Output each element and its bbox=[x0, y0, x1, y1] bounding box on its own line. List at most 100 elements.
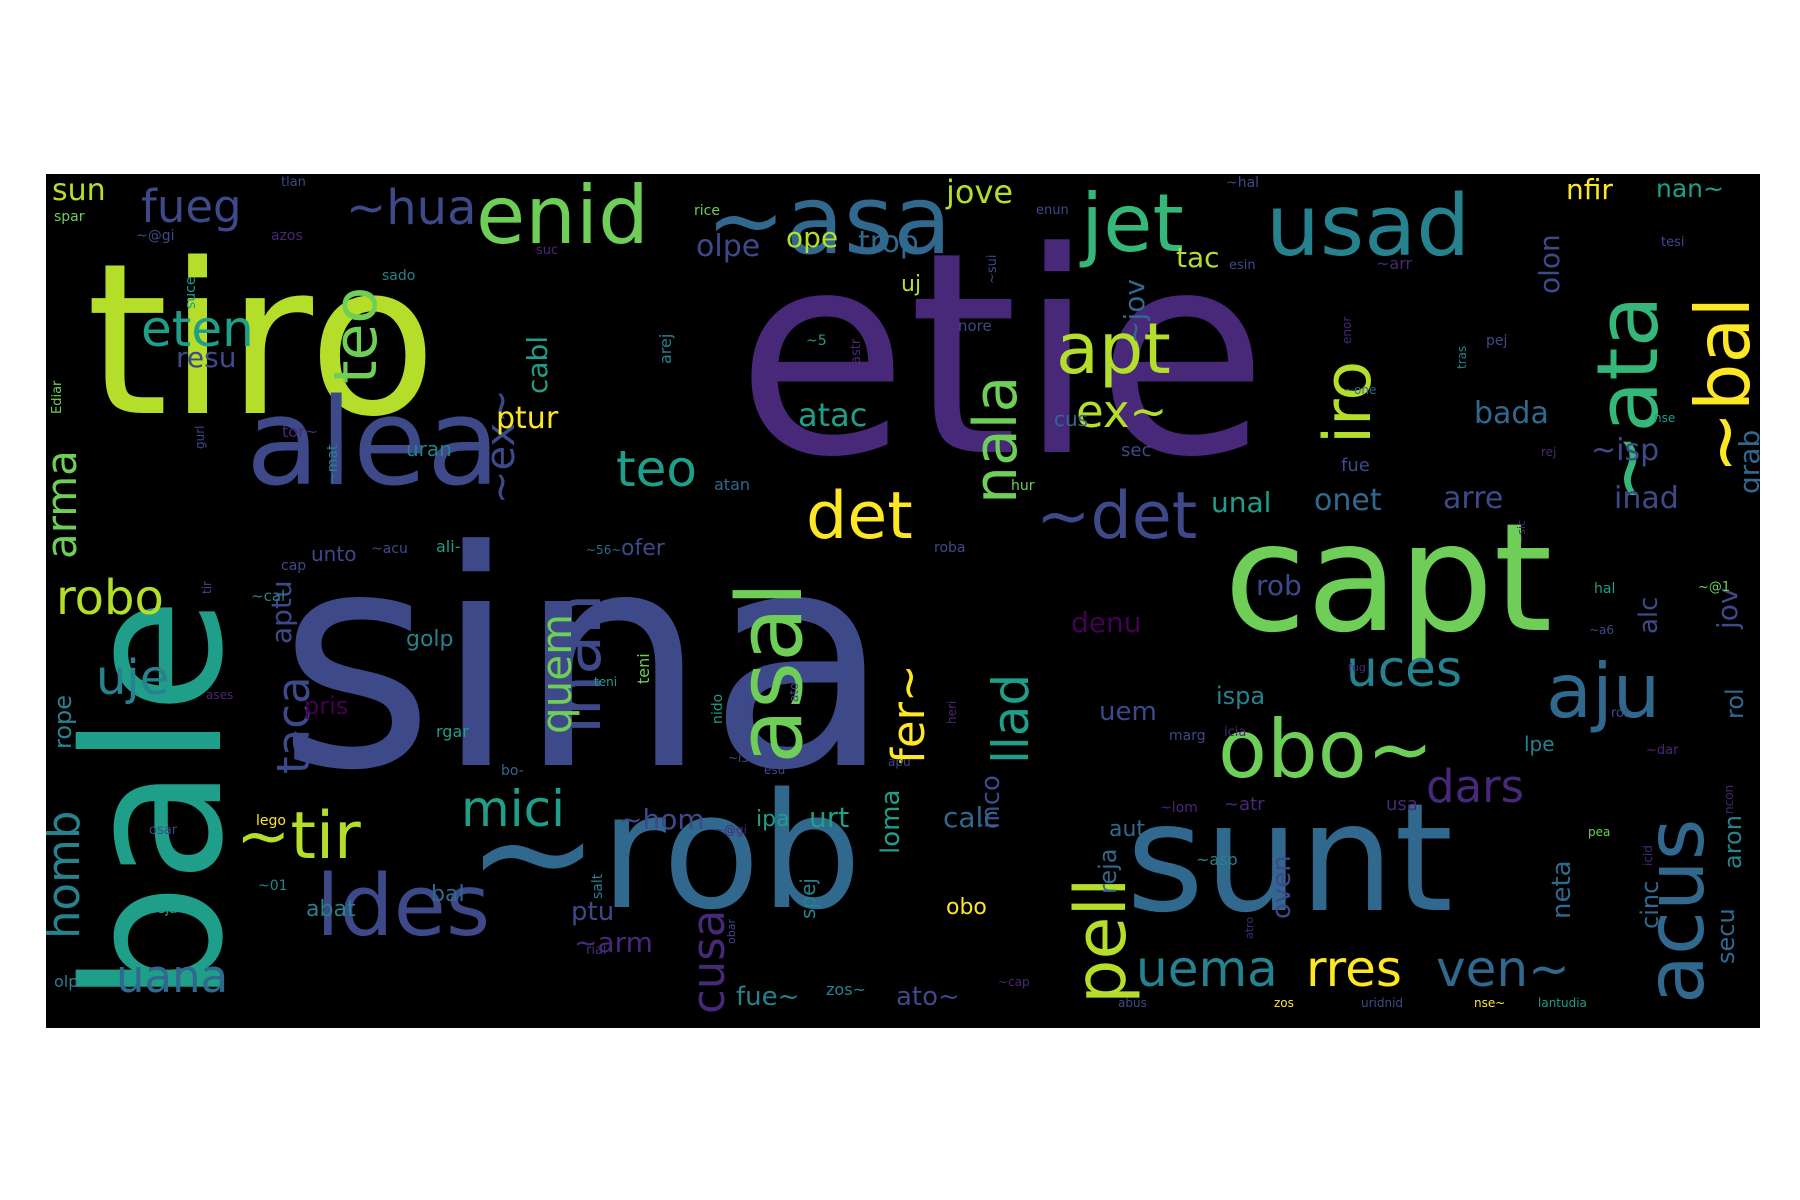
word-teni: teni bbox=[634, 653, 653, 684]
word-bal2: bal bbox=[431, 882, 465, 907]
word-nido: nido bbox=[710, 693, 726, 724]
word-asp: ~asp bbox=[1196, 850, 1238, 869]
word-arma: arma bbox=[46, 450, 86, 559]
word-azos: azos bbox=[271, 228, 303, 244]
word-sunt: sunt bbox=[1126, 772, 1454, 946]
word-osar: osar bbox=[149, 823, 178, 838]
word-golp: golp bbox=[406, 627, 454, 652]
word-salt: salt bbox=[590, 873, 606, 899]
word-rgar: rgar bbox=[436, 722, 469, 741]
word-abus: abus bbox=[1118, 996, 1147, 1010]
word-nse2: nse bbox=[1654, 411, 1676, 425]
word-obo2: obo bbox=[946, 895, 987, 920]
word-urt: urt bbox=[809, 801, 850, 834]
word-reja: reja bbox=[1094, 848, 1122, 894]
word-tesi: tesi bbox=[1661, 235, 1685, 250]
word-one: ~one bbox=[1344, 383, 1377, 397]
word-uj: uj bbox=[901, 272, 922, 297]
word-sina: sina bbox=[278, 487, 892, 836]
word-inad: inad bbox=[1614, 481, 1679, 516]
word-uran: uran bbox=[406, 437, 452, 461]
word-ptu: ptu bbox=[571, 897, 615, 927]
word-resu: resu bbox=[176, 341, 237, 374]
word-uridnid: uridnid bbox=[1361, 996, 1404, 1010]
word-jove: jove bbox=[946, 174, 1014, 211]
word-iro: iro bbox=[1311, 360, 1386, 444]
word-gi3: ~@1 bbox=[1698, 580, 1731, 595]
word-ope: ope bbox=[786, 221, 839, 254]
word-gi2: ~@gi bbox=[714, 823, 748, 837]
word-acu: ~acu bbox=[371, 541, 408, 557]
word-grab: grab bbox=[1733, 429, 1760, 494]
word-rol: rol bbox=[1721, 688, 1749, 719]
word-atro: atro bbox=[1243, 916, 1256, 939]
word-spar: spar bbox=[54, 209, 85, 225]
word-lom: ~lom bbox=[1160, 800, 1198, 816]
word-eten: eten bbox=[141, 300, 254, 358]
word-unto: unto bbox=[311, 542, 357, 566]
word-dar: ~dar bbox=[1646, 743, 1679, 758]
word-calc: calc bbox=[943, 801, 999, 834]
word-tir: ~tir bbox=[236, 799, 361, 874]
word-gi: ~@gi bbox=[136, 228, 175, 244]
word-aju: aju bbox=[1546, 647, 1661, 735]
word-usad: usad bbox=[1266, 177, 1471, 276]
word-teo: teo bbox=[616, 440, 697, 498]
word-tiro: tiro bbox=[86, 218, 437, 463]
word-ispa: ispa bbox=[1216, 682, 1266, 710]
word-ali: ali- bbox=[436, 537, 461, 556]
word-mici: mici bbox=[461, 780, 565, 838]
word-suce: suce bbox=[183, 276, 199, 309]
word-tac: tac bbox=[1176, 241, 1220, 274]
word-uema: uema bbox=[1136, 940, 1278, 998]
word-fue2: fue~ bbox=[736, 982, 800, 1012]
word-hal: ~hal bbox=[1226, 175, 1260, 191]
word-spej: spej bbox=[796, 878, 820, 919]
word-apt: apt bbox=[1056, 308, 1171, 390]
word-ofer: ofer bbox=[621, 536, 665, 561]
word-o1: ~01 bbox=[258, 878, 288, 894]
word-obar: obar bbox=[725, 919, 738, 944]
word-unal: unal bbox=[1211, 486, 1272, 519]
word-dars: dars bbox=[1426, 760, 1525, 813]
word-ato2: ato bbox=[787, 682, 801, 702]
word-rope: rope bbox=[49, 694, 77, 749]
word-hua: ~hua bbox=[346, 180, 477, 236]
word-lpe: lpe bbox=[1524, 732, 1555, 756]
word-atr: ~atr bbox=[1224, 794, 1265, 815]
word-tir2: tir bbox=[200, 581, 214, 594]
word-secu: secu bbox=[1712, 908, 1740, 964]
word-gurl: gurl bbox=[193, 425, 207, 450]
word-is: ~i5- bbox=[728, 751, 754, 765]
word-rob2: rob bbox=[1256, 569, 1302, 602]
word-cloud: sina etie tiro bale ~rob sunt capt alea … bbox=[46, 174, 1760, 1028]
word-ato: ato~ bbox=[896, 982, 960, 1012]
word-llad: llad bbox=[982, 673, 1040, 764]
word-tor: tor~ bbox=[282, 422, 319, 441]
word-s: ~5 bbox=[806, 333, 827, 349]
word-enun: enun bbox=[1036, 203, 1069, 218]
word-ncon2: ncon bbox=[1722, 784, 1736, 814]
word-apun: apun bbox=[739, 691, 752, 719]
word-cabl: cabl bbox=[521, 335, 554, 394]
word-sic: ~sic bbox=[1515, 519, 1528, 544]
word-tlan: tlan bbox=[281, 175, 306, 190]
word-aa: ~a6 bbox=[1589, 623, 1615, 637]
word-bo: bo- bbox=[501, 763, 524, 779]
word-esu: esu bbox=[764, 763, 786, 777]
word-zos: zos~ bbox=[826, 980, 866, 999]
word-cap: cap bbox=[281, 558, 307, 574]
word-rice: rice bbox=[694, 203, 720, 219]
word-nfir: nfir bbox=[1566, 174, 1613, 206]
word-pea: pea bbox=[1588, 825, 1611, 839]
word-esin: esin bbox=[1229, 258, 1256, 273]
word-arre: arre bbox=[1443, 481, 1504, 516]
word-pej: pej bbox=[1486, 333, 1508, 349]
word-usa: usa bbox=[1386, 794, 1418, 815]
word-abat: abat bbox=[306, 897, 356, 922]
word-sui: ~sui bbox=[985, 254, 1000, 284]
word-sja: sja bbox=[158, 901, 178, 917]
word-rres: rres bbox=[1306, 940, 1402, 998]
word-cal: ~cal bbox=[251, 587, 286, 605]
word-heri: heri bbox=[945, 700, 959, 724]
